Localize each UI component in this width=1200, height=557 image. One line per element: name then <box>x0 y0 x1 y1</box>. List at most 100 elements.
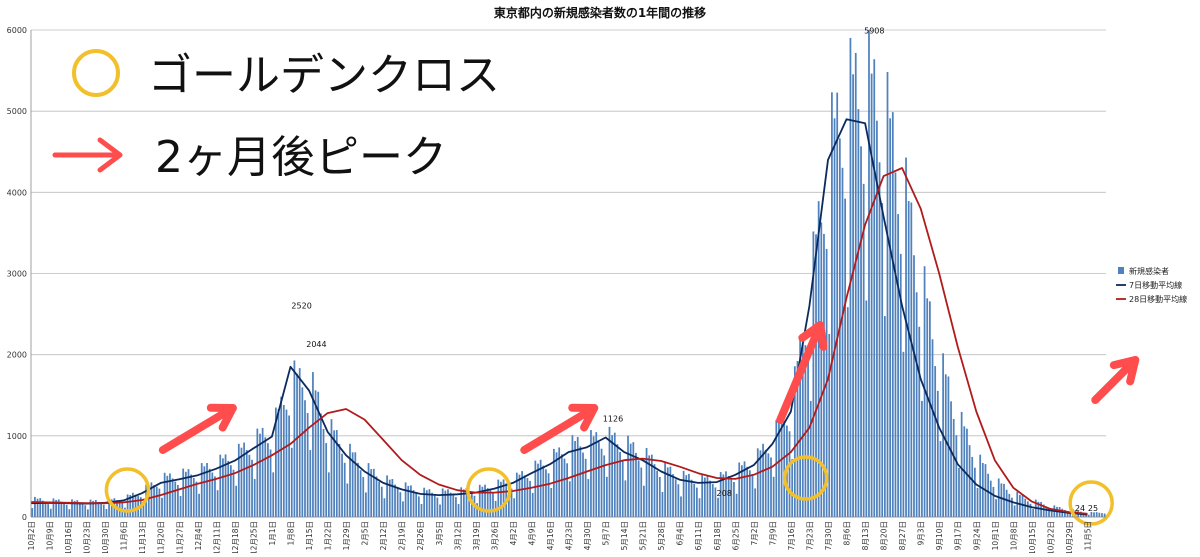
bar <box>333 430 335 517</box>
bar <box>752 474 754 517</box>
bar <box>294 360 296 517</box>
bar <box>386 475 388 517</box>
bar <box>1098 513 1100 517</box>
x-tick-label: 8月6日 <box>843 521 852 546</box>
bar <box>1093 512 1095 517</box>
x-tick-label: 7月16日 <box>787 521 796 550</box>
bar <box>564 459 566 517</box>
bar <box>1006 490 1008 517</box>
x-tick-label: 6月18日 <box>713 521 722 550</box>
x-tick-label: 2月12日 <box>379 521 388 550</box>
bar <box>79 502 81 517</box>
bar <box>1003 484 1005 517</box>
bar <box>98 502 100 517</box>
x-tick-label: 1月1日 <box>268 521 277 546</box>
bar <box>241 448 243 517</box>
data-label: 2044 <box>306 340 326 349</box>
bar <box>670 467 672 517</box>
bar <box>209 469 211 517</box>
bar <box>590 430 592 517</box>
x-tick-label: 5月28日 <box>657 521 666 550</box>
data-label: 25 <box>1088 504 1098 513</box>
x-tick-label: 3月26日 <box>490 521 499 550</box>
bar <box>1000 483 1002 517</box>
bar <box>995 499 997 517</box>
x-tick-label: 10月22日 <box>1046 521 1055 553</box>
bar <box>429 489 431 517</box>
bar <box>1030 504 1032 517</box>
bar <box>249 455 251 517</box>
bar <box>887 72 889 517</box>
bar <box>378 482 380 517</box>
bar <box>1024 499 1026 517</box>
bar <box>937 391 939 517</box>
bar <box>82 504 84 517</box>
bar <box>217 490 219 517</box>
bar <box>513 498 515 517</box>
bar <box>519 475 521 517</box>
bar <box>296 374 298 517</box>
bar <box>397 488 399 517</box>
bar <box>778 422 780 517</box>
bar <box>315 390 317 517</box>
bar <box>691 480 693 517</box>
bar <box>1051 512 1053 517</box>
bar <box>677 484 679 517</box>
bar <box>161 498 163 517</box>
bar <box>39 498 41 517</box>
bar <box>858 109 860 517</box>
bar <box>442 488 444 517</box>
x-tick-label: 10月1日 <box>991 521 1000 550</box>
bar <box>820 222 822 517</box>
bar <box>574 441 576 517</box>
bar <box>569 481 571 517</box>
bar <box>871 74 873 517</box>
bar <box>635 453 637 517</box>
bar <box>368 463 370 517</box>
bar <box>765 450 767 517</box>
bar <box>550 488 552 517</box>
bar <box>264 437 266 517</box>
bar <box>884 316 886 517</box>
bar <box>601 449 603 517</box>
bar <box>222 458 224 517</box>
bar <box>299 368 301 517</box>
bar <box>301 387 303 517</box>
y-tick-label: 0 <box>22 513 27 522</box>
bar <box>270 449 272 517</box>
y-tick-label: 4000 <box>7 188 27 197</box>
bar <box>1011 498 1013 517</box>
x-tick-label: 12月11日 <box>212 521 221 553</box>
bar <box>479 485 481 517</box>
x-tick-label: 2月19日 <box>398 521 407 550</box>
bar <box>905 158 907 517</box>
bar <box>391 479 393 517</box>
bar <box>1101 513 1103 517</box>
bar <box>402 501 404 517</box>
x-tick-label: 12月25日 <box>249 521 258 553</box>
bar <box>873 59 875 517</box>
bar <box>955 435 957 517</box>
bar <box>529 481 531 517</box>
bar <box>233 470 235 517</box>
bar <box>789 431 791 517</box>
x-tick-label: 4月30日 <box>583 521 592 550</box>
x-tick-label: 6月25日 <box>731 521 740 550</box>
bar <box>431 493 433 517</box>
bar <box>1008 494 1010 517</box>
y-tick-label: 6000 <box>7 26 27 35</box>
bar <box>532 493 534 517</box>
bar <box>844 199 846 517</box>
bar <box>990 481 992 517</box>
bar <box>450 493 452 517</box>
bar <box>460 487 462 517</box>
bar <box>754 488 756 517</box>
bar <box>807 350 809 517</box>
x-tick-label: 1月22日 <box>324 521 333 550</box>
data-label: 5908 <box>864 26 884 35</box>
y-tick-label: 2000 <box>7 351 27 360</box>
bar <box>259 434 261 517</box>
bar <box>413 490 415 517</box>
